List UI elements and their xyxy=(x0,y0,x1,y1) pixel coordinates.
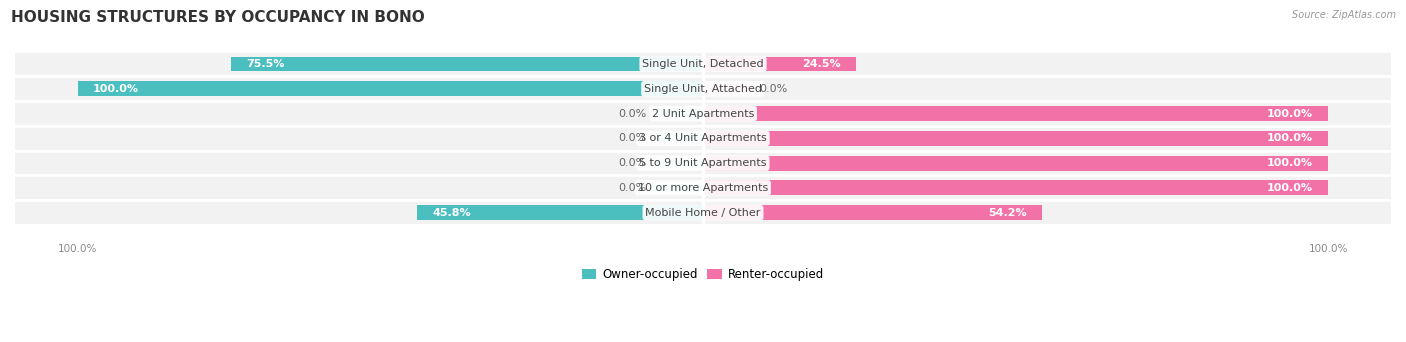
Bar xyxy=(15,152,1391,174)
Text: 2 Unit Apartments: 2 Unit Apartments xyxy=(652,109,754,119)
Text: 5 to 9 Unit Apartments: 5 to 9 Unit Apartments xyxy=(640,158,766,168)
Bar xyxy=(703,85,754,93)
Bar xyxy=(703,156,1329,171)
Text: 10 or more Apartments: 10 or more Apartments xyxy=(638,183,768,193)
Bar xyxy=(15,53,1391,76)
Bar xyxy=(15,201,1391,224)
Text: 100.0%: 100.0% xyxy=(1267,109,1313,119)
Bar xyxy=(652,159,703,167)
Bar xyxy=(703,106,1329,121)
Text: 24.5%: 24.5% xyxy=(801,59,841,69)
Bar xyxy=(15,102,1391,125)
Bar xyxy=(703,205,1042,220)
Legend: Owner-occupied, Renter-occupied: Owner-occupied, Renter-occupied xyxy=(578,263,828,286)
Text: HOUSING STRUCTURES BY OCCUPANCY IN BONO: HOUSING STRUCTURES BY OCCUPANCY IN BONO xyxy=(11,10,425,25)
Text: 0.0%: 0.0% xyxy=(759,84,787,94)
Bar xyxy=(15,176,1391,199)
Bar xyxy=(15,77,1391,100)
Bar xyxy=(652,184,703,192)
Text: Mobile Home / Other: Mobile Home / Other xyxy=(645,208,761,218)
Bar xyxy=(652,109,703,118)
Text: 0.0%: 0.0% xyxy=(619,183,647,193)
Text: 75.5%: 75.5% xyxy=(246,59,285,69)
Text: Single Unit, Detached: Single Unit, Detached xyxy=(643,59,763,69)
Text: 100.0%: 100.0% xyxy=(1267,183,1313,193)
Bar xyxy=(703,57,856,71)
Text: 45.8%: 45.8% xyxy=(432,208,471,218)
Text: 3 or 4 Unit Apartments: 3 or 4 Unit Apartments xyxy=(640,133,766,143)
Text: 54.2%: 54.2% xyxy=(988,208,1026,218)
Text: 100.0%: 100.0% xyxy=(1267,133,1313,143)
Text: 0.0%: 0.0% xyxy=(619,109,647,119)
Text: 100.0%: 100.0% xyxy=(1267,158,1313,168)
Bar xyxy=(15,127,1391,150)
Bar xyxy=(416,205,703,220)
Bar xyxy=(703,131,1329,146)
Bar xyxy=(703,181,1329,195)
Text: 100.0%: 100.0% xyxy=(93,84,139,94)
Bar xyxy=(652,134,703,142)
Bar xyxy=(77,81,703,96)
Text: 0.0%: 0.0% xyxy=(619,158,647,168)
Text: Single Unit, Attached: Single Unit, Attached xyxy=(644,84,762,94)
Text: Source: ZipAtlas.com: Source: ZipAtlas.com xyxy=(1292,10,1396,20)
Text: 0.0%: 0.0% xyxy=(619,133,647,143)
Bar xyxy=(231,57,703,71)
